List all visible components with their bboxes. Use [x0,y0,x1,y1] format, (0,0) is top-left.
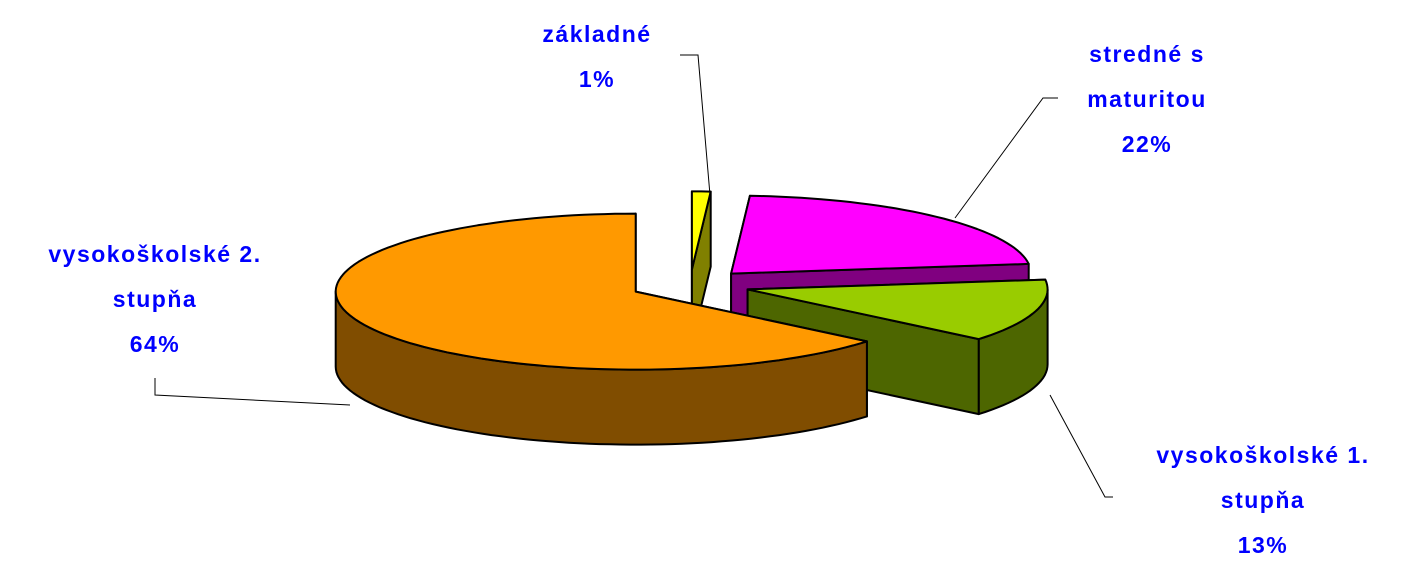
category-label: stredné s maturitou [1087,41,1207,112]
leader-line [954,97,1058,219]
leader-line [154,378,351,406]
value-label: 64% [129,331,181,357]
category-label: vysokoškolské 1. stupňa [1156,442,1370,513]
slice-label: základné 1% [497,12,697,102]
category-label: základné [542,21,652,47]
category-label: vysokoškolské 2. stupňa [48,241,262,312]
slice-label: stredné s maturitou 22% [1052,32,1242,167]
slice-top [730,194,1030,275]
leader-line [1049,394,1113,498]
slice-top [334,212,868,371]
slice-label: vysokoškolské 1. stupňa 13% [1118,433,1406,564]
slice-top [690,190,712,271]
leader-line [680,54,711,196]
slice-label: vysokoškolské 2. stupňa 64% [10,232,300,367]
value-label: 22% [1121,131,1173,157]
value-label: 13% [1237,532,1289,558]
slice-top [746,278,1049,341]
value-label: 1% [578,66,616,92]
